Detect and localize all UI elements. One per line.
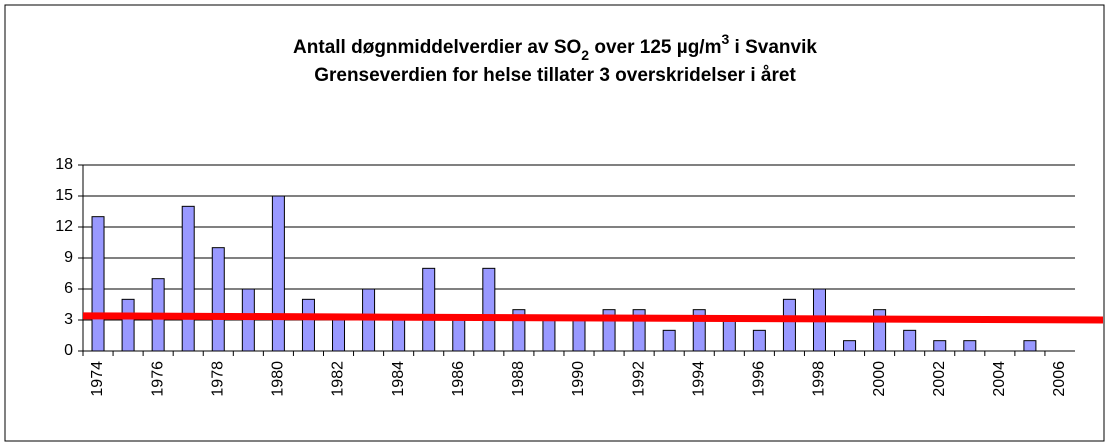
title-part: i Svanvik (729, 37, 817, 58)
title-part: 2 (581, 47, 589, 63)
bar (933, 340, 947, 352)
title-part: over 125 µg/m (589, 37, 721, 58)
title-part: 3 (721, 31, 729, 47)
y-tick-label: 18 (55, 156, 73, 173)
bar (843, 340, 857, 352)
bar (752, 329, 766, 352)
x-tick-label: 1984 (390, 361, 407, 397)
x-tick-label: 2006 (1051, 361, 1068, 397)
bar (452, 319, 466, 352)
bar (392, 319, 406, 352)
x-tick-label: 1994 (690, 361, 707, 397)
bar (782, 298, 796, 352)
y-tick-label: 3 (64, 311, 73, 328)
bar (542, 319, 556, 352)
bar (301, 298, 315, 352)
x-tick-label: 1974 (89, 361, 106, 397)
x-tick-label: 1986 (450, 361, 467, 397)
chart-subtitle: Grenseverdien for helse tillater 3 overs… (314, 65, 796, 86)
x-tick-label: 1978 (209, 361, 226, 397)
x-tick-label: 2002 (931, 361, 948, 397)
x-tick-label: 1998 (811, 361, 828, 397)
y-tick-label: 6 (64, 280, 73, 297)
y-tick-label: 0 (64, 342, 73, 359)
bar (662, 329, 676, 352)
bar (181, 205, 195, 352)
bar (332, 319, 346, 352)
bar (422, 267, 436, 352)
bar (482, 267, 496, 352)
title-part: Antall døgnmiddelverdier av SO (293, 37, 581, 58)
limit-line (82, 312, 1104, 324)
x-tick-label: 1982 (330, 361, 347, 397)
y-tick-label: 9 (64, 249, 73, 266)
x-tick-label: 1996 (751, 361, 768, 397)
bar (91, 216, 105, 352)
x-tick-label: 2000 (871, 361, 888, 397)
bar (1023, 340, 1037, 352)
x-tick-label: 1990 (570, 361, 587, 397)
bar (722, 319, 736, 352)
bar (903, 329, 917, 352)
chart-title: Antall døgnmiddelverdier av SO2 over 125… (293, 31, 817, 63)
y-tick-label: 15 (55, 187, 73, 204)
bar (271, 195, 285, 352)
x-tick-label: 1980 (270, 361, 287, 397)
x-tick-label: 2004 (991, 361, 1008, 397)
x-tick-label: 1976 (149, 361, 166, 397)
bar (572, 319, 586, 352)
x-tick-label: 1992 (630, 361, 647, 397)
x-tick-label: 1988 (510, 361, 527, 397)
bar (121, 298, 135, 352)
bar (211, 247, 225, 352)
y-tick-label: 12 (55, 218, 73, 235)
bar (963, 340, 977, 352)
